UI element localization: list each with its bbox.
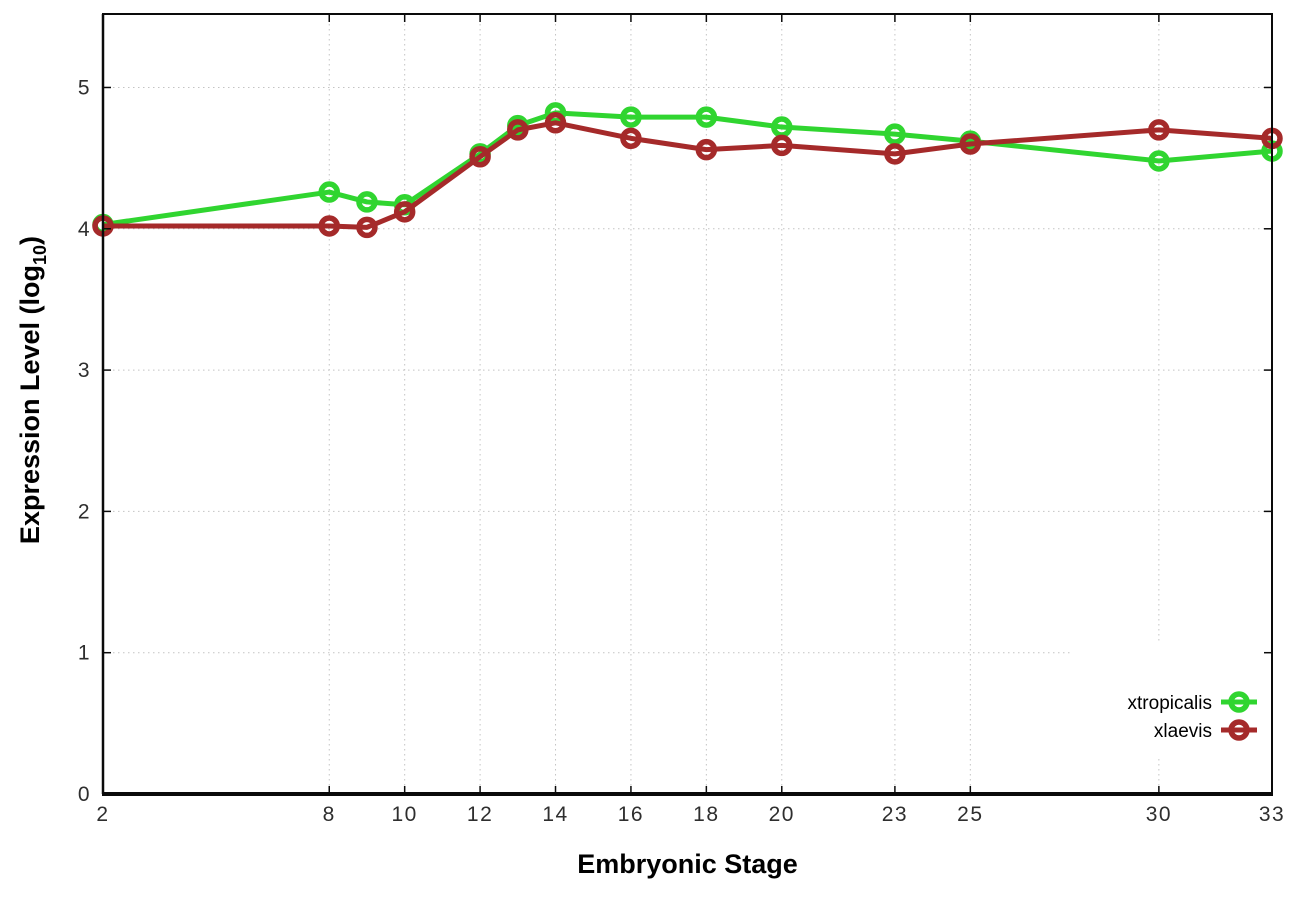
- y-axis-title-subscript: 10: [30, 244, 50, 265]
- data-point-xlaevis-stage-16: [620, 127, 642, 150]
- x-tick-label-8: 8: [323, 803, 336, 826]
- legend-label-xtropicalis: xtropicalis: [1128, 693, 1212, 714]
- x-tick-label-14: 14: [542, 803, 568, 826]
- y-tick-label-0: 0: [78, 783, 91, 806]
- series-line-xtropicalis: [102, 110, 1273, 228]
- data-point-xlaevis-stage-20: [771, 134, 793, 157]
- data-point-xtropicalis-stage-18: [695, 106, 718, 128]
- data-point-xlaevis-stage-9: [356, 216, 378, 239]
- data-point-xtropicalis-stage-8: [318, 181, 341, 203]
- x-tick-label-25: 25: [957, 803, 983, 826]
- data-point-xlaevis-stage-12: [469, 145, 491, 168]
- legend-marker-xtropicalis: [1228, 691, 1250, 713]
- x-tick-label-10: 10: [391, 803, 417, 826]
- x-tick-label-20: 20: [769, 803, 795, 826]
- legend-marker-xlaevis: [1228, 719, 1250, 741]
- y-tick-label-2: 2: [78, 500, 91, 523]
- data-point-xlaevis-stage-18: [695, 138, 718, 161]
- x-tick-label-23: 23: [882, 803, 908, 826]
- data-point-xlaevis-stage-10: [393, 201, 416, 223]
- series-line-xlaevis: [103, 120, 1273, 230]
- data-point-xlaevis-stage-8: [318, 215, 341, 237]
- y-axis-title-main: Expression Level (log: [15, 264, 45, 545]
- legend-label-xlaevis: xlaevis: [1154, 721, 1212, 742]
- data-point-xtropicalis-stage-30: [1148, 150, 1170, 172]
- y-axis-title: Expression Level (log10): [15, 236, 51, 544]
- data-point-xlaevis-stage-30: [1148, 119, 1170, 141]
- y-tick-label-3: 3: [78, 359, 91, 382]
- data-point-xlaevis-stage-14: [544, 112, 567, 134]
- x-tick-label-33: 33: [1259, 803, 1285, 826]
- y-tick-label-1: 1: [78, 642, 91, 665]
- x-axis-title: Embryonic Stage: [577, 849, 798, 879]
- x-tick-label-12: 12: [467, 803, 493, 826]
- data-point-xlaevis-stage-25: [959, 133, 982, 155]
- x-tick-label-16: 16: [618, 803, 644, 826]
- y-axis-title-suffix: ): [15, 235, 45, 245]
- x-tick-label-2: 2: [96, 803, 109, 826]
- data-point-xtropicalis-stage-9: [356, 191, 378, 213]
- x-tick-label-30: 30: [1146, 803, 1172, 826]
- data-point-xlaevis-stage-23: [884, 143, 906, 165]
- data-point-xlaevis-stage-13: [507, 119, 529, 141]
- data-point-xtropicalis-stage-16: [620, 106, 642, 128]
- y-tick-label-4: 4: [78, 218, 91, 241]
- y-tick-label-5: 5: [78, 76, 91, 99]
- x-tick-label-18: 18: [693, 803, 719, 826]
- data-point-xtropicalis-stage-23: [884, 123, 906, 145]
